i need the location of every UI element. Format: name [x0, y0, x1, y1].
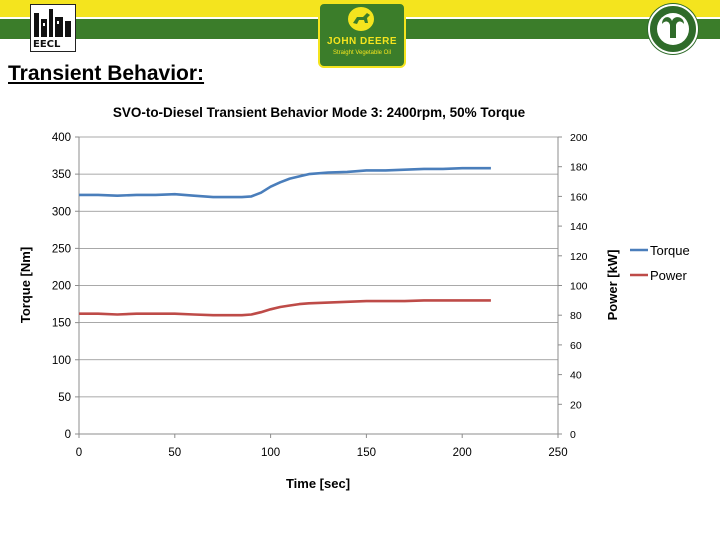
x-axis-title: Time [sec]: [286, 476, 350, 491]
x-tick-label: 250: [548, 447, 567, 459]
john-deere-subtitle: Straight Vegetable Oil: [332, 50, 392, 56]
y-tick-label-left: 200: [52, 281, 71, 293]
john-deere-logo: JOHN DEERE Straight Vegetable Oil: [318, 2, 406, 68]
y-tick-label-right: 180: [570, 162, 588, 174]
chart-ticks: 0 50 100 150 200 250 300 350 400 0 20 40 60 80 100 120 1…: [52, 132, 588, 459]
y-tick-label-right: 140: [570, 221, 588, 233]
y-tick-label-left: 400: [52, 132, 71, 144]
y-tick-label-right: 0: [570, 429, 576, 441]
y-axis-title-right: Power [kW]: [605, 250, 620, 321]
y-tick-label-right: 160: [570, 191, 588, 203]
y-tick-label-left: 250: [52, 243, 71, 255]
x-tick-label: 0: [76, 447, 82, 459]
y-tick-label-right: 80: [570, 310, 582, 322]
y-tick-label-right: 200: [570, 132, 588, 144]
chart-gridlines: [79, 136, 558, 398]
slide-heading: Transient Behavior:: [8, 62, 205, 85]
header-banner: EECL JOHN DEERE Straight Vegetable Oil: [0, 0, 720, 68]
y-tick-label-right: 120: [570, 251, 588, 263]
y-tick-label-left: 350: [52, 169, 71, 181]
john-deere-name: JOHN DEERE: [326, 36, 397, 47]
x-tick-label: 200: [453, 447, 472, 459]
y-tick-label-right: 100: [570, 281, 588, 293]
legend-label-torque: Torque: [650, 243, 690, 258]
factory-icon: [34, 9, 71, 37]
y-tick-label-right: 20: [570, 399, 582, 411]
eecl-logo: EECL: [30, 4, 76, 52]
y-tick-label-left: 100: [52, 355, 71, 367]
y-tick-label-right: 60: [570, 340, 582, 352]
x-tick-label: 50: [168, 447, 181, 459]
y-axis-title-left: Torque [Nm]: [18, 247, 33, 323]
series-line-torque: [79, 166, 491, 199]
chart-series: [79, 166, 491, 317]
chart-title: SVO-to-Diesel Transient Behavior Mode 3:…: [113, 105, 526, 120]
eecl-logo-text: EECL: [33, 39, 61, 50]
y-tick-label-left: 150: [52, 318, 71, 330]
x-tick-label: 100: [261, 447, 280, 459]
legend-label-power: Power: [650, 268, 688, 283]
x-tick-label: 150: [357, 447, 376, 459]
y-tick-label-right: 40: [570, 370, 582, 382]
y-tick-label-left: 0: [65, 429, 71, 441]
y-tick-label-left: 50: [58, 392, 71, 404]
chart-legend: Torque Power: [630, 243, 690, 283]
deer-icon: [348, 7, 374, 31]
y-tick-label-left: 300: [52, 206, 71, 218]
ram-head-icon: [648, 4, 698, 54]
series-line-power: [79, 299, 491, 317]
